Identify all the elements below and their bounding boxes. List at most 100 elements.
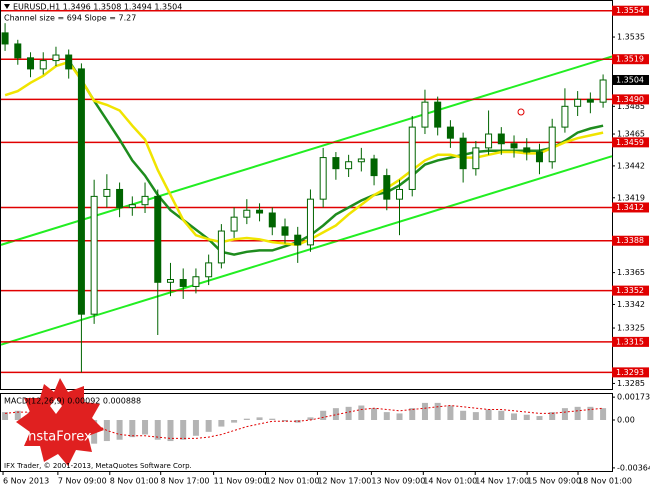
macd-bar xyxy=(600,408,607,420)
macd-frame xyxy=(0,393,613,472)
level-box xyxy=(612,235,649,246)
x-tick-label: 7 Nov 09:00 xyxy=(58,477,107,486)
current-price-box xyxy=(612,74,649,85)
candle-body xyxy=(179,279,187,287)
macd-bar xyxy=(320,410,327,420)
x-tick-label: 8 Nov 01:00 xyxy=(110,477,159,486)
macd-bar xyxy=(154,420,161,440)
level-box xyxy=(612,367,649,378)
candle-body xyxy=(230,216,238,232)
macd-bar xyxy=(396,413,403,420)
candle-body xyxy=(383,175,391,200)
x-tick-label: 6 Nov 2013 xyxy=(3,477,49,486)
y-tick-label: 0.001738 xyxy=(617,393,650,402)
candle-body xyxy=(166,279,174,283)
candle-body xyxy=(294,234,302,246)
candle-body xyxy=(77,68,85,315)
macd-bar xyxy=(218,420,225,427)
chart-subtitle: Channel size = 694 Slope = 7.27 xyxy=(4,14,136,23)
candle-body xyxy=(103,188,111,197)
moving-average xyxy=(4,60,604,247)
macd-bar xyxy=(307,417,314,420)
candle-body xyxy=(14,43,22,59)
x-tick-label: 11 Nov 09:00 xyxy=(214,477,268,486)
candle-body xyxy=(1,32,9,45)
level-label: 1.3388 xyxy=(616,236,644,245)
macd-bar xyxy=(587,406,594,420)
x-tick-label: 14 Nov 01:00 xyxy=(423,477,477,486)
macd-bar xyxy=(409,408,416,420)
level-label: 1.3554 xyxy=(616,6,644,15)
macd-bar xyxy=(116,420,123,440)
level-box xyxy=(612,336,649,347)
macd-bar xyxy=(460,410,467,420)
candle-body xyxy=(268,212,276,228)
channel-line xyxy=(0,55,613,246)
y-tick-label: 1.3442 xyxy=(617,161,645,170)
macd-bar xyxy=(498,410,505,420)
candle-body xyxy=(332,157,340,170)
footer: IFX Trader, © 2001-2013, MetaQuotes Soft… xyxy=(4,462,192,470)
candle-body xyxy=(497,133,505,145)
macd-bar xyxy=(434,402,441,420)
candle-body xyxy=(306,198,314,246)
candle-body xyxy=(434,101,442,128)
candle-body xyxy=(408,126,416,190)
level-label: 1.3490 xyxy=(616,95,644,104)
x-tick-label: 13 Nov 09:00 xyxy=(371,477,425,486)
level-label: 1.3293 xyxy=(616,368,644,377)
channel-line xyxy=(0,155,613,346)
y-tick-label: 1.3535 xyxy=(617,33,645,42)
candle-body xyxy=(485,133,493,149)
macd-bar xyxy=(256,417,263,420)
macd-bar xyxy=(472,412,479,420)
candle-body xyxy=(319,157,327,200)
candle-body xyxy=(256,209,264,214)
candle-body xyxy=(345,161,353,170)
candle-body xyxy=(217,230,225,264)
macd-bar xyxy=(167,420,174,442)
candle-body xyxy=(510,143,518,149)
y-tick-label: -0.00364 xyxy=(617,463,650,472)
macd-bar xyxy=(2,412,9,420)
candle-body xyxy=(192,276,200,287)
y-tick-label: 1.3365 xyxy=(617,268,645,277)
candle-body xyxy=(154,195,162,283)
macd-bar xyxy=(574,406,581,420)
logo-badge xyxy=(16,378,104,466)
candle-body xyxy=(548,126,556,163)
candle-body xyxy=(52,54,60,62)
symbol-arrow xyxy=(4,4,10,9)
macd-bar xyxy=(281,420,288,422)
candle-body xyxy=(370,158,378,177)
candle-body xyxy=(243,209,251,218)
candle-body xyxy=(561,105,569,128)
level-box xyxy=(612,5,649,16)
candle-body xyxy=(396,188,404,200)
y-tick-label: 1.3325 xyxy=(617,324,645,333)
level-box xyxy=(612,202,649,213)
macd-bar xyxy=(243,418,250,420)
macd-bar xyxy=(549,412,556,420)
y-tick-label: 1.3342 xyxy=(617,300,645,309)
level-box xyxy=(612,94,649,105)
level-label: 1.3352 xyxy=(616,286,644,295)
candle-body xyxy=(281,226,289,236)
macd-bar xyxy=(536,416,543,420)
macd-bar xyxy=(485,409,492,420)
level-label: 1.3315 xyxy=(616,337,644,346)
x-tick-label: 12 Nov 01:00 xyxy=(266,477,320,486)
candle-body xyxy=(205,262,213,278)
candle-body xyxy=(65,54,73,70)
x-tick-label: 15 Nov 09:00 xyxy=(527,477,581,486)
macd-bar xyxy=(269,418,276,420)
macd-bar xyxy=(447,405,454,420)
candle-body xyxy=(357,158,365,163)
y-tick-label: 1.3285 xyxy=(617,379,645,388)
candle-body xyxy=(116,188,124,208)
x-tick-label: 18 Nov 01:00 xyxy=(578,477,632,486)
candle-body xyxy=(141,195,149,206)
macd-bar xyxy=(383,412,390,420)
